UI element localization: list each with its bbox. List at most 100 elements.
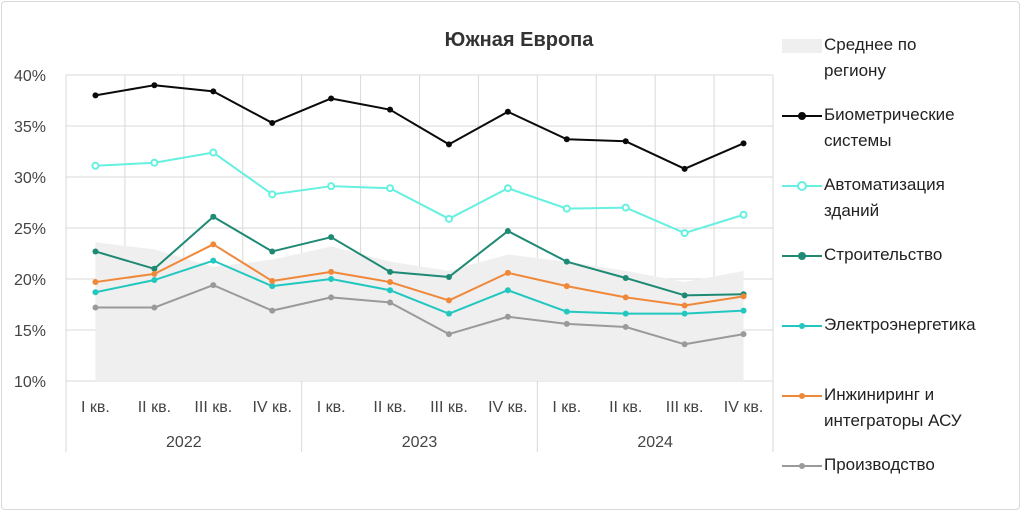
legend-label-building-automation: Автоматизация зданий <box>824 175 945 220</box>
data-point <box>92 304 99 311</box>
data-point <box>622 310 629 317</box>
legend-marker-engineering <box>778 386 824 406</box>
data-point <box>740 293 747 300</box>
data-point <box>681 292 688 299</box>
data-point <box>268 190 277 199</box>
y-tick-label: 10% <box>14 374 46 391</box>
data-point <box>269 119 276 126</box>
x-tick-label: I кв. <box>552 399 581 416</box>
x-tick-label: IV кв. <box>488 399 528 416</box>
data-point <box>445 310 452 317</box>
data-point <box>328 95 335 102</box>
data-point <box>387 268 394 275</box>
average-area-group <box>95 242 744 381</box>
x-tick-label: II кв. <box>138 399 171 416</box>
x-tick-label: III кв. <box>666 399 704 416</box>
data-point <box>681 302 688 309</box>
data-point <box>563 308 570 315</box>
data-point <box>387 106 394 113</box>
average-area <box>95 242 744 381</box>
data-point <box>681 341 688 348</box>
data-point <box>444 214 453 223</box>
y-tick-label: 25% <box>14 221 46 238</box>
data-point <box>327 182 336 191</box>
data-point <box>563 283 570 290</box>
data-point <box>328 276 335 282</box>
y-tick-label: 30% <box>14 170 46 187</box>
x-tick-label: III кв. <box>430 399 468 416</box>
data-point <box>328 268 335 275</box>
x-tick-label: IV кв. <box>724 399 764 416</box>
data-point <box>445 297 452 304</box>
data-point <box>210 257 217 264</box>
data-point <box>151 270 158 277</box>
data-point <box>680 229 689 238</box>
series-line-4 <box>95 243 744 307</box>
legend-label-average: Среднее по региону <box>824 35 917 80</box>
data-point <box>269 248 276 255</box>
legend-swatch-average <box>778 36 824 56</box>
data-point <box>151 82 158 89</box>
legend-marker-building-automation <box>778 176 824 196</box>
legend-label-biometric: Биометрические системы <box>824 105 955 150</box>
y-tick-label: 15% <box>14 323 46 340</box>
data-point <box>681 165 688 172</box>
data-point <box>622 138 629 145</box>
data-point <box>269 307 276 314</box>
data-point <box>209 148 218 157</box>
data-point <box>210 282 217 289</box>
data-point <box>740 140 747 147</box>
legend-item-power: Электроэнергетика <box>778 312 1024 338</box>
data-point <box>621 203 630 212</box>
data-point <box>210 88 217 95</box>
data-point <box>151 277 158 284</box>
line-chart: Южная Европа 10% 15% 20% 25% 30% 35% 40% I кв.… <box>14 29 774 452</box>
data-point <box>210 241 217 248</box>
series-line-2 <box>95 215 744 297</box>
x-tick-label: II кв. <box>609 399 642 416</box>
year-label: 2022 <box>166 434 202 451</box>
legend-item-manufacturing: Производство <box>778 452 1004 478</box>
year-label: 2024 <box>637 434 673 451</box>
data-point <box>269 278 276 285</box>
series-line-3 <box>95 259 744 315</box>
data-point <box>91 161 100 170</box>
legend-item-building-automation: Автоматизация зданий <box>778 172 984 224</box>
data-point <box>150 158 159 167</box>
data-point <box>387 299 394 306</box>
data-point <box>563 320 570 327</box>
series-lines <box>91 82 748 348</box>
legend-item-biometric: Биометрические системы <box>778 102 1004 154</box>
legend-label-manufacturing: Производство <box>824 455 935 474</box>
data-point <box>92 289 99 296</box>
data-point <box>92 92 99 99</box>
year-label: 2023 <box>402 434 438 451</box>
legend-label-construction: Строительство <box>824 245 943 264</box>
data-point <box>622 294 629 301</box>
legend-marker-construction <box>778 246 824 266</box>
data-point <box>740 307 747 314</box>
legend-item-construction: Строительство <box>778 242 1004 268</box>
data-point <box>503 184 512 193</box>
data-point <box>445 331 452 338</box>
y-axis: 10% 15% 20% 25% 30% 35% 40% <box>14 68 46 391</box>
data-point <box>387 287 394 294</box>
series-line-0 <box>95 84 744 170</box>
legend-item-engineering: Инжиниринг и интеграторы АСУ <box>778 382 984 434</box>
data-point <box>210 213 217 220</box>
legend-marker-biometric <box>778 106 824 126</box>
data-point <box>563 136 570 143</box>
data-point <box>504 287 511 294</box>
y-tick-label: 40% <box>14 68 46 85</box>
legend-label-power: Электроэнергетика <box>824 315 976 334</box>
x-tick-label: I кв. <box>81 399 110 416</box>
series-line-1 <box>95 151 744 235</box>
data-point <box>562 204 571 213</box>
data-point <box>386 184 395 193</box>
data-point <box>622 323 629 330</box>
data-point <box>445 273 452 280</box>
x-tick-label: III кв. <box>194 399 232 416</box>
x-axis: I кв. II кв. III кв. IV кв. I кв. II кв. III к… <box>65 381 774 452</box>
data-point <box>504 228 511 235</box>
data-point <box>151 265 158 272</box>
